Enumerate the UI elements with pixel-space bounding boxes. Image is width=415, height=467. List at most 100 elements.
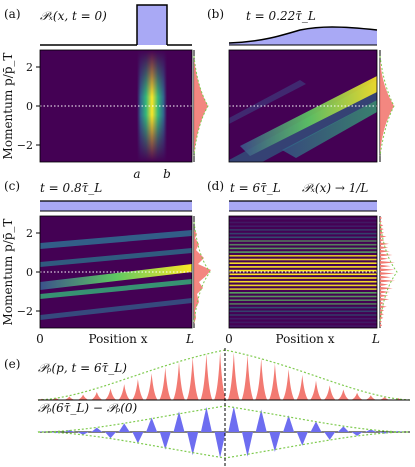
momentum-spike [227, 352, 240, 400]
y-axis-label-top: Momentum p/p̄_T [1, 53, 15, 160]
heatmap-stripe [229, 325, 377, 327]
heatmap-stripe [229, 317, 377, 320]
panel-d-title: t = 6τ̄_L [230, 181, 281, 195]
panel-e: (e) 𝒫ₚ(p, t = 6τ̄_L) 𝒫ₚ(6τ̄_L) − 𝒫ₚ(0) [4, 348, 411, 466]
difference-spike [91, 427, 103, 432]
panel-b-letter: (b) [207, 7, 224, 21]
heatmap-stripe [229, 288, 377, 290]
momentum-spike [380, 275, 391, 279]
momentum-spike [380, 283, 389, 286]
momentum-spike [255, 358, 268, 400]
momentum-spike [131, 378, 144, 400]
panel-e-letter: (e) [4, 357, 20, 371]
heatmap-stripe [229, 284, 377, 287]
heatmap-stripe [229, 280, 377, 283]
difference-spike [77, 432, 89, 435]
momentum-spike [380, 235, 387, 238]
heatmap-stripe [229, 303, 377, 305]
momentum-spike [380, 249, 390, 253]
momentum-spike [380, 301, 385, 305]
panel-e-top-title: 𝒫ₚ(p, t = 6τ̄_L) [38, 361, 127, 375]
panel-a-position-distribution [40, 4, 192, 46]
momentum-spike [380, 279, 396, 283]
difference-spike [214, 432, 226, 458]
panel-d-letter: (d) [207, 179, 224, 193]
momentum-spike [380, 242, 389, 246]
momentum-spike [145, 373, 158, 400]
momentum-spike [380, 216, 383, 220]
heatmap-stripe [229, 240, 377, 242]
panel-a-title: 𝒫ₓ(x, t = 0) [40, 9, 107, 23]
panel-b-title: t = 0.22τ̄_L [246, 9, 316, 23]
panel-c-position-distribution [40, 200, 192, 212]
panel-a-letter: (a) [4, 7, 21, 21]
heatmap-stripe [229, 225, 377, 227]
momentum-spike [380, 316, 384, 320]
difference-spike [146, 417, 158, 432]
panel-b-momentum-marginal [379, 50, 395, 162]
panel-d-spikes [380, 216, 396, 327]
momentum-spike [49, 397, 62, 400]
momentum-spike [310, 380, 322, 400]
momentum-spike [380, 305, 387, 309]
panel-b: (b) t = 0.22τ̄_L [207, 7, 395, 163]
difference-spike [255, 409, 267, 432]
momentum-spike [296, 374, 309, 400]
heatmap-stripe [229, 321, 377, 324]
panel-c: (c) t = 0.8τ̄_L 2 0 −2 0 Position x L [4, 179, 211, 346]
heatmap-stripe [229, 269, 377, 272]
momentum-spike [380, 264, 391, 268]
x-axis-label-c: Position x [88, 332, 147, 346]
difference-spike [173, 411, 185, 432]
momentum-spike [214, 352, 227, 400]
xtick-label-0: 0 [36, 332, 44, 346]
panel-e-bottom-title: 𝒫ₚ(6τ̄_L) − 𝒫ₚ(0) [38, 401, 138, 415]
momentum-spike [380, 261, 395, 264]
panel-a-heatmap [39, 49, 193, 163]
momentum-spike [378, 396, 391, 400]
difference-spike [310, 421, 322, 432]
momentum-spike [380, 272, 395, 275]
momentum-spike [337, 389, 350, 400]
momentum-spike [351, 392, 364, 400]
heatmap-stripe [229, 295, 377, 298]
momentum-spike [380, 286, 393, 290]
heatmap-stripe [229, 310, 377, 313]
heatmap-stripe [229, 262, 377, 264]
difference-spike [187, 432, 199, 456]
xtick-label-0: 0 [225, 332, 233, 346]
xtick-label-L: L [371, 332, 380, 346]
difference-spike [365, 429, 377, 432]
momentum-spike [63, 396, 76, 400]
difference-spike [228, 406, 240, 432]
momentum-spike [173, 361, 185, 400]
momentum-spike [380, 268, 395, 272]
heatmap-stripe [229, 292, 377, 294]
momentum-spike [118, 384, 131, 400]
panel-e-momentum-distribution [36, 349, 411, 401]
momentum-spike [380, 253, 393, 257]
heatmap-stripe [229, 236, 377, 239]
panel-b-position-distribution [228, 26, 378, 46]
momentum-spike [380, 246, 389, 249]
x-axis-label-d: Position x [275, 332, 334, 346]
momentum-spike [364, 395, 377, 400]
momentum-spike [380, 290, 390, 294]
difference-spike [351, 432, 363, 436]
heatmap-stripe [229, 243, 377, 246]
momentum-spike [380, 231, 384, 235]
ytick-label: −2 [17, 305, 33, 318]
ytick-label: 0 [26, 100, 33, 113]
panel-b-heatmap [229, 50, 377, 162]
momentum-spike [186, 357, 199, 400]
heatmap-stripe [229, 306, 377, 309]
difference-spike [105, 432, 116, 439]
heatmap-stripe [229, 221, 377, 224]
difference-spike [296, 432, 308, 446]
momentum-spike [268, 363, 281, 400]
momentum-spike [380, 312, 384, 316]
momentum-spike [77, 394, 90, 400]
momentum-spike [380, 298, 390, 301]
heatmap-stripe [229, 251, 377, 253]
y-axis-label-bottom: Momentum p/p̄_T [1, 219, 15, 326]
